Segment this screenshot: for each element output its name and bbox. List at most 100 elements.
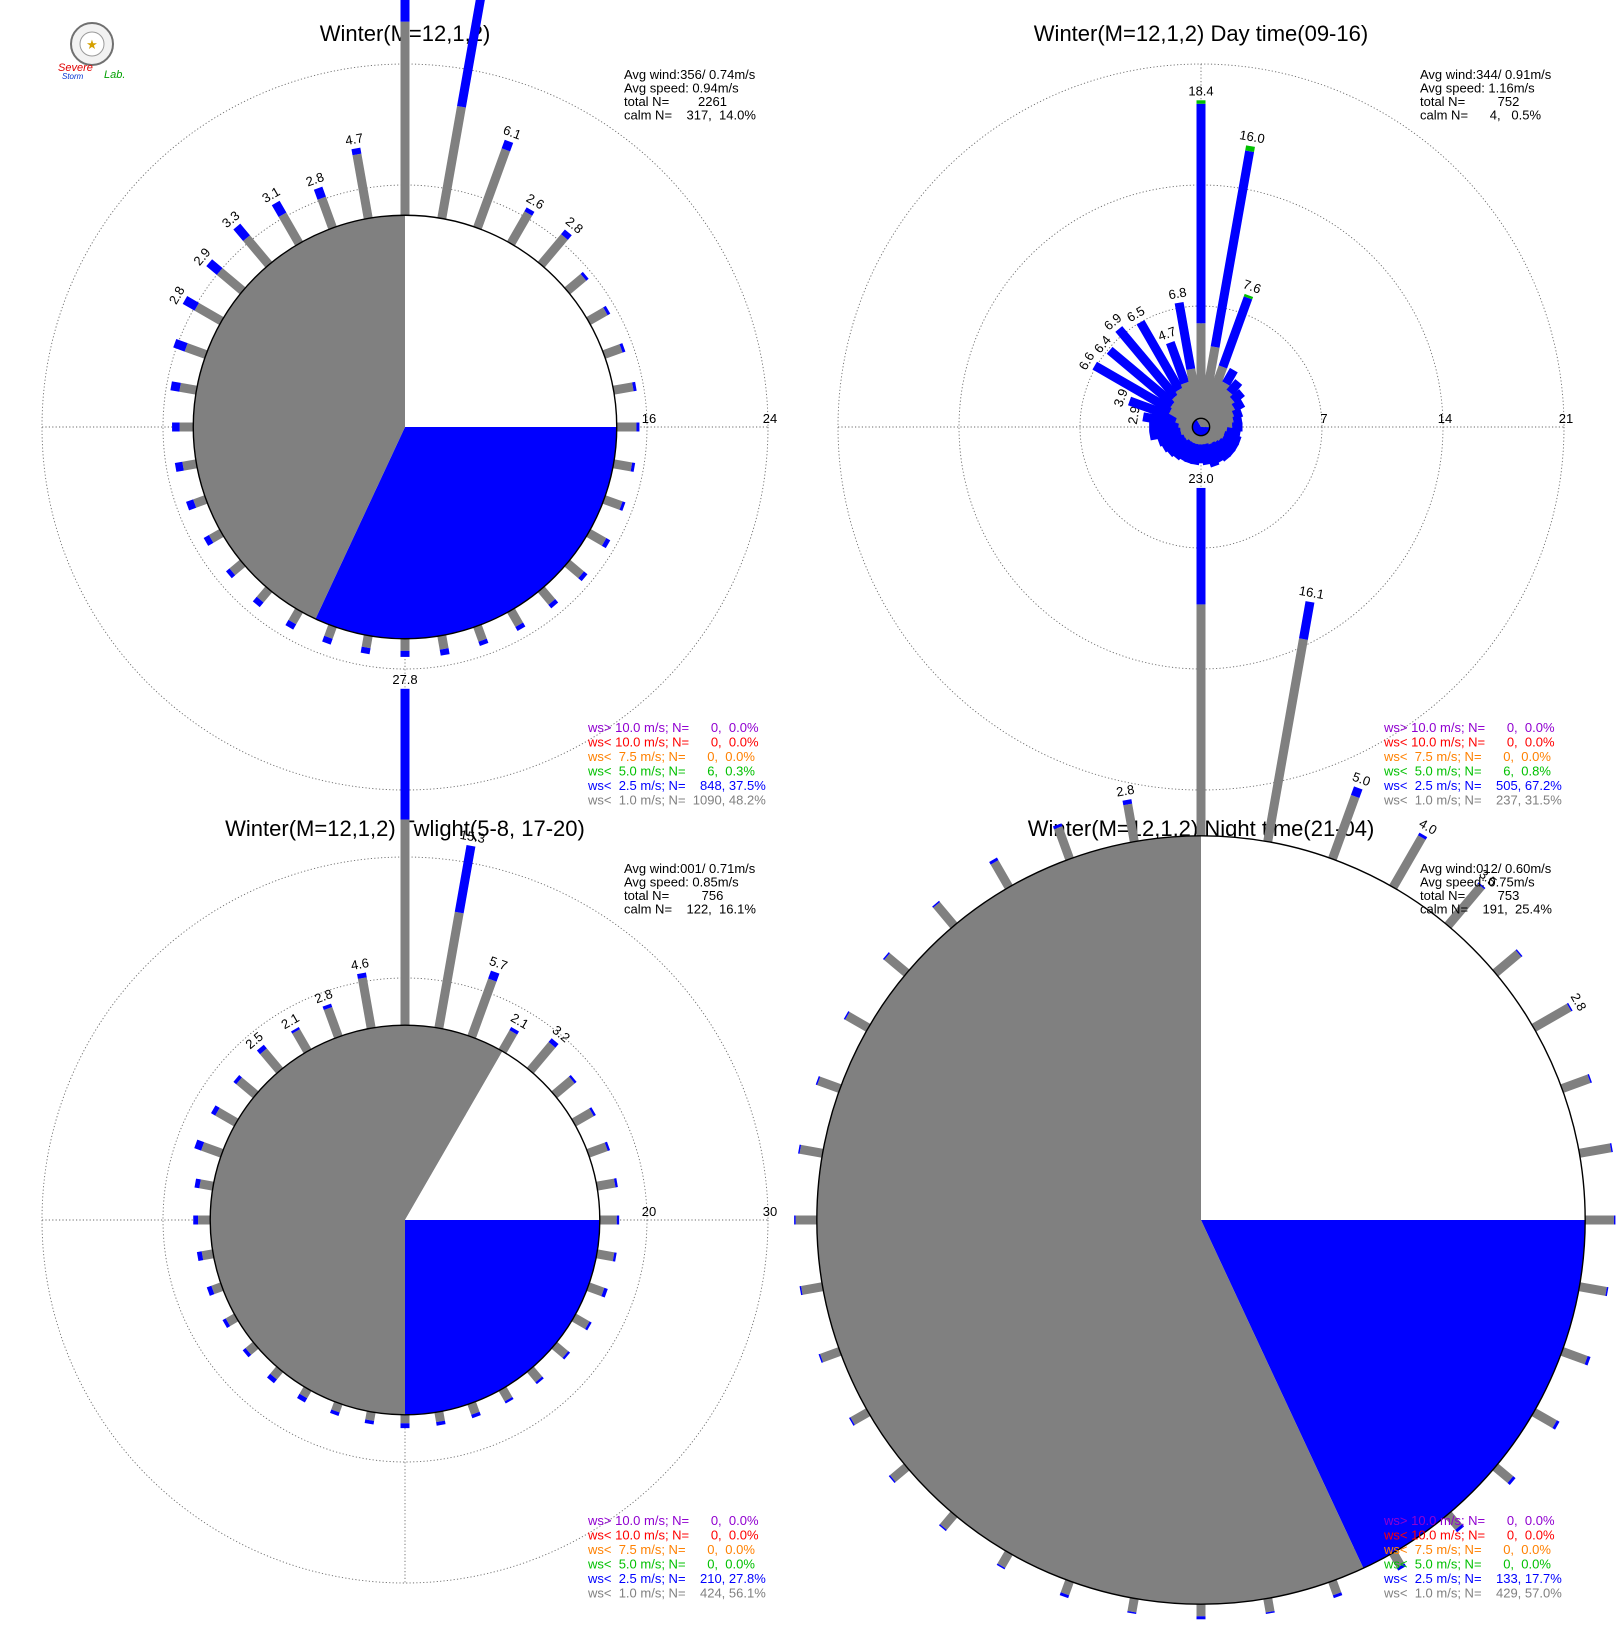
wind-bar-dir-150: [1396, 1563, 1407, 1571]
wind-bar-dir-340: [1053, 826, 1074, 861]
legend-entry: ws< 7.5 m/s; N= 0, 0.0%: [1383, 1542, 1551, 1557]
wind-bar-dir-270: [193, 1215, 199, 1225]
wind-bar-dir-330: [990, 860, 1013, 890]
wind-bar-dir-100: [1605, 1287, 1609, 1297]
wind-bar-dir-0: [1196, 604, 1206, 836]
wind-bar-dir-290: [817, 1076, 842, 1093]
wind-bar-dir-40: [1477, 882, 1486, 890]
wind-bar-dir-280: [170, 381, 181, 392]
legend-entry: ws< 10.0 m/s; N= 0, 0.0%: [1383, 1528, 1555, 1543]
wind-bar-dir-280: [194, 1178, 201, 1189]
wind-bar-dir-120: [601, 538, 611, 549]
wind-bar-dir-230: [888, 1475, 896, 1484]
bar-value-label: 23.0: [1188, 471, 1213, 486]
bar-value-label: 2.9: [1125, 405, 1143, 425]
bar-value-label: 2.8: [312, 986, 334, 1006]
wind-bar-dir-180: [400, 1423, 410, 1429]
wind-bar-dir-330: [292, 1029, 312, 1054]
calm-wedge: [405, 1051, 600, 1220]
stats-line: Avg speed: 0.85m/s: [624, 875, 739, 890]
wind-bar-dir-350: [1186, 368, 1204, 420]
wind-bar-dir-110: [619, 501, 626, 511]
bar-value-label: 18.4: [1188, 83, 1213, 98]
stats-line: calm N= 122, 16.1%: [624, 902, 756, 917]
wind-bar-dir-50: [564, 273, 587, 295]
calm-wedge: [1192, 419, 1210, 436]
wind-bar-dir-210: [996, 1563, 1006, 1570]
wind-bar-dir-180: [400, 638, 410, 651]
wind-bar-dir-330: [278, 212, 304, 246]
wind-bar-dir-140: [526, 1366, 543, 1383]
stats-line: total N= 756: [624, 888, 723, 903]
calm-wedge: [193, 215, 405, 619]
wind-bar-dir-190: [364, 1419, 375, 1425]
wind-bar-dir-180: [1196, 1604, 1206, 1617]
bar-value-label: 6.8: [1167, 284, 1187, 302]
wind-bar-dir-210: [297, 1393, 308, 1403]
wind-bar-dir-90: [1585, 1215, 1614, 1225]
logo-text-severe: Severe: [58, 62, 93, 74]
wind-bar-dir-150: [504, 1396, 514, 1404]
wind-bar-dir-140: [1455, 1524, 1465, 1533]
wind-bar-dir-190: [1127, 1597, 1139, 1613]
wind-bar-dir-170: [439, 648, 450, 656]
wind-bar-dir-80: [1609, 1143, 1613, 1153]
wind-bar-dir-20: [1199, 365, 1228, 421]
wind-bar-dir-320: [932, 900, 941, 908]
wind-bar-dir-350: [1123, 803, 1139, 843]
wind-bar-dir-70: [604, 1141, 611, 1151]
wind-bar-dir-0: [400, 21, 410, 216]
wind-bar-dir-230: [229, 559, 246, 576]
wind-bar-dir-170: [437, 634, 449, 650]
wind-bar-dir-310: [884, 953, 910, 977]
logo-text-lab: Lab.: [104, 69, 125, 81]
wind-bar-dir-200: [322, 635, 333, 645]
wind-bar-dir-20: [473, 148, 511, 230]
wind-bar-dir-0: [1196, 103, 1206, 324]
wind-bar-dir-120: [1219, 435, 1240, 452]
wind-bar-dir-30: [498, 1030, 518, 1054]
wind-bar-dir-150: [1389, 1550, 1405, 1569]
wind-bar-dir-40: [560, 229, 572, 240]
wind-bar-dir-100: [596, 1249, 615, 1262]
legend-entry: ws< 5.0 m/s; N= 0, 0.0%: [1383, 1557, 1551, 1572]
stats-line: calm N= 4, 0.5%: [1420, 108, 1541, 123]
wind-bar-dir-240: [203, 535, 214, 546]
wind-bar-dir-160: [1332, 1592, 1343, 1599]
wind-bar-dir-310: [216, 267, 246, 295]
wind-bar-dir-170: [1265, 1610, 1275, 1615]
wind-bar-dir-350: [1122, 799, 1133, 806]
legend-entry: ws< 1.0 m/s; N= 1090, 48.2%: [587, 793, 766, 808]
stats-line: total N= 752: [1420, 94, 1519, 109]
wind-bar-dir-230: [889, 1463, 910, 1483]
wind-bar-dir-10: [1245, 145, 1255, 153]
wind-bar-dir-0: [400, 819, 410, 1026]
wind-bar-dir-110: [1222, 431, 1242, 446]
tick-label: 7: [1320, 411, 1327, 426]
calm-wedge: [1201, 835, 1586, 1220]
wind-bar-dir-40: [1226, 379, 1243, 396]
stats-line: calm N= 317, 14.0%: [624, 108, 756, 123]
legend-entry: ws< 5.0 m/s; N= 6, 0.3%: [587, 764, 755, 779]
wind-bar-dir-100: [630, 462, 636, 472]
wind-bar-dir-150: [506, 608, 524, 628]
windrose-panel-3: Winter(M=12,1,2) Twlight(5-8, 17-20)1020…: [41, 672, 777, 1601]
bar-value-label: 2.8: [1115, 782, 1135, 800]
wind-bar-dir-80: [613, 1178, 618, 1188]
calm-wedge: [405, 215, 617, 427]
wind-bar-dir-130: [1492, 1463, 1514, 1484]
calm-circle: [816, 835, 1586, 1605]
legend-entry: ws< 1.0 m/s; N= 429, 57.0%: [1383, 1586, 1562, 1601]
wind-bar-dir-0: [1196, 100, 1206, 104]
wind-bar-dir-340: [313, 186, 326, 200]
wind-bar-dir-160: [478, 638, 489, 646]
wind-bar-dir-80: [596, 1178, 616, 1191]
wind-bar-dir-190: [1127, 1610, 1137, 1615]
wind-bar-dir-120: [1531, 1408, 1557, 1429]
legend-entry: ws> 10.0 m/s; N= 0, 0.0%: [587, 1513, 759, 1528]
wind-bar-dir-300: [845, 1011, 871, 1032]
wind-bar-dir-210: [288, 608, 304, 625]
wind-bar-dir-260: [174, 461, 184, 472]
wind-bar-dir-40: [1444, 883, 1485, 929]
wind-bar-dir-30: [524, 207, 535, 216]
